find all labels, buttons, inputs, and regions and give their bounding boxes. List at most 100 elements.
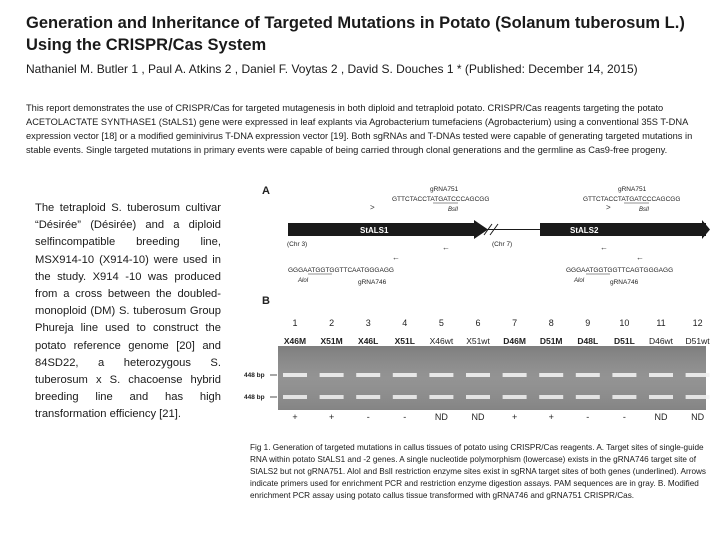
result-sign: ND [435, 412, 448, 422]
lane-label-row: X46M X51M X46L X51L X46wt X51wt D46M D51M D48L D5… [284, 336, 710, 346]
gel-band-upper [283, 373, 307, 377]
grna746-label-left: gRNA746 [358, 279, 387, 286]
gel-band-lower [502, 395, 527, 399]
abstract-paragraph: This report demonstrates the use of CRIS… [26, 103, 693, 155]
gel-band-upper [466, 373, 490, 377]
gel-band-lower [575, 395, 600, 399]
lane-label: X51L [395, 336, 415, 346]
gel-band-upper [612, 373, 637, 377]
lane-number: 3 [366, 318, 371, 328]
lane-label: X46M [284, 336, 306, 346]
lane-number: 2 [329, 318, 334, 328]
panel-b-label: B [262, 295, 270, 307]
lane-label: D51wt [686, 336, 710, 346]
result-sign: + [549, 412, 554, 422]
lane-label: X46wt [430, 336, 454, 346]
panel-a-label: A [262, 185, 270, 197]
lane-label: X46L [358, 336, 378, 346]
gel-band-lower [539, 395, 564, 399]
grna751-label-right: gRNA751 [618, 186, 647, 193]
grna746-label-right: gRNA746 [610, 279, 639, 286]
figure-caption: Fig 1. Generation of targeted mutations … [250, 443, 706, 500]
gel-band-upper [429, 373, 454, 377]
gel-band-lower [356, 395, 381, 399]
lane-number: 7 [512, 318, 517, 328]
result-sign: - [367, 412, 370, 422]
primer-arrow-right-1: ← [600, 243, 608, 252]
lane-label: D48L [577, 336, 598, 346]
gel-band-upper [356, 373, 381, 377]
lane-label: X51M [320, 336, 342, 346]
page-title: Generation and Inheritance of Targeted M… [26, 14, 685, 54]
gel-band-lower [283, 395, 307, 399]
gel-band-upper [575, 373, 600, 377]
body-paragraph: The tetraploid S. tuberosum cultivar “Dé… [35, 202, 221, 421]
result-sign: + [292, 412, 297, 422]
result-sign: ND [691, 412, 704, 422]
gel-bands [283, 373, 710, 399]
gel-band-upper [392, 373, 417, 377]
gel-band-lower [429, 395, 454, 399]
lane-number: 12 [693, 318, 703, 328]
aloi-label-left: AloI [297, 278, 309, 284]
primer-arrow-right-2: ← [636, 253, 644, 262]
lane-number: 4 [402, 318, 407, 328]
break-mark-2 [489, 223, 499, 236]
gel-band-lower [319, 395, 344, 399]
stals1-gene-label: StALS1 [360, 226, 389, 235]
lane-label: D46wt [649, 336, 674, 346]
primer-arrow-left-2: ← [392, 253, 400, 262]
break-mark-1 [483, 223, 493, 236]
result-sign: ND [655, 412, 668, 422]
stals2-gene-bar [540, 223, 706, 236]
lane-label: X51wt [466, 336, 490, 346]
chr7-label: (Chr 7) [492, 241, 512, 248]
gel-band-upper [685, 373, 710, 377]
bsli-label-left: BslI [448, 207, 458, 213]
lane-number-row: 1 2 3 4 5 6 7 8 9 10 11 12 [292, 318, 702, 328]
lane-number: 11 [656, 318, 665, 328]
lane-number: 8 [549, 318, 554, 328]
result-sign: + [512, 412, 517, 422]
gel-band-lower [612, 395, 637, 399]
result-sign: - [623, 412, 626, 422]
stals2-gene-arrowhead [702, 220, 710, 239]
sequence-top-left: GTTCTACCTATGATCCCAGCGG [392, 196, 489, 203]
lane-label: D46M [503, 336, 526, 346]
lane-number: 6 [475, 318, 480, 328]
grna751-label-left: gRNA751 [430, 186, 459, 193]
aloi-label-right: AloI [573, 278, 585, 284]
gel-band-upper [539, 373, 564, 377]
lane-number: 1 [292, 318, 297, 328]
stals2-gene-label: StALS2 [570, 226, 599, 235]
lane-label: D51L [614, 336, 635, 346]
figure-1: A gRNA751 gRNA751 GTTCTACCTATGATCCCAGCGG… [244, 185, 710, 422]
primer-caret-left: > [370, 203, 375, 212]
gel-band-lower [466, 395, 490, 399]
result-sign-row: + + - - ND ND + + - - ND ND [292, 412, 704, 422]
lane-number: 5 [439, 318, 444, 328]
marker-448-top: 448 bp [244, 372, 265, 379]
result-sign: + [329, 412, 334, 422]
gel-band-lower [649, 395, 673, 399]
gel-band-upper [502, 373, 527, 377]
sequence-top-right: GTTCTACCTATGATCCCAGCGG [583, 196, 680, 203]
author-line: Nathaniel M. Butler 1 , Paul A. Atkins 2… [26, 62, 638, 76]
stals1-gene-bar [288, 223, 474, 236]
result-sign: - [403, 412, 406, 422]
result-sign: - [586, 412, 589, 422]
bsli-label-right: BslI [639, 207, 649, 213]
lane-number: 10 [619, 318, 629, 328]
gel-band-lower [392, 395, 417, 399]
stals1-gene-arrowhead [474, 220, 488, 239]
sequence-bottom-right: GGGAATGGTGGTTCAGTGGGAGG [566, 267, 673, 274]
sequence-bottom-left: GGGAATGGTGGTTCAATGGGAGG [288, 267, 394, 274]
lane-number: 9 [585, 318, 590, 328]
marker-448-bottom: 448 bp [244, 394, 265, 401]
lane-label: D51M [540, 336, 563, 346]
result-sign: ND [472, 412, 485, 422]
primer-arrow-left-1: ← [442, 243, 450, 252]
gel-band-upper [319, 373, 344, 377]
gel-shading [278, 346, 706, 410]
gel-band-upper [649, 373, 673, 377]
